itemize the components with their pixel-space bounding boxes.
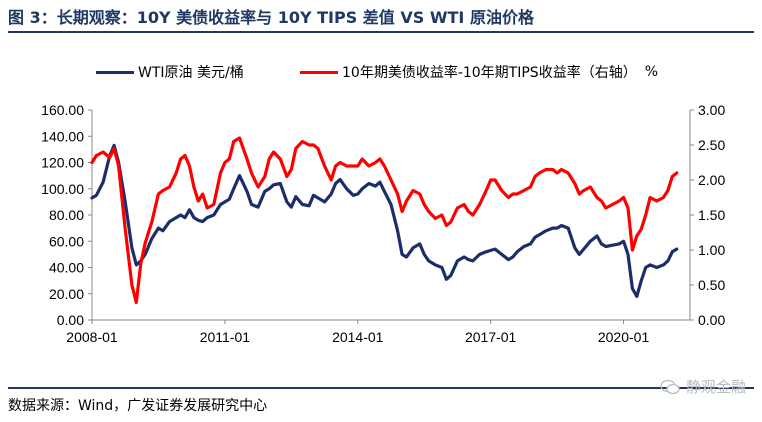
y-right-tick-label: 2.00 <box>698 172 725 188</box>
series-line-breakeven <box>90 136 679 305</box>
wechat-icon <box>660 379 680 394</box>
y-left-tick-label: 40.00 <box>49 260 84 276</box>
y-right-tick-label: 0.00 <box>698 312 725 328</box>
y-left-tick-label: 20.00 <box>49 286 84 302</box>
x-tick-label: 2008-01 <box>66 329 118 345</box>
x-tick-label: 2020-01 <box>598 329 650 345</box>
y-right-tick-label: 1.50 <box>698 207 725 223</box>
x-tick-label: 2017-01 <box>465 329 517 345</box>
legend-swatch-breakeven <box>300 70 338 74</box>
legend-label-wti: WTI原油 美元/桶 <box>138 65 244 81</box>
watermark: 静观金融 <box>660 376 746 397</box>
legend-item-breakeven: 10年期美债收益率-10年期TIPS收益率（右轴） % <box>300 62 658 82</box>
legend-label-breakeven: 10年期美债收益率-10年期TIPS收益率（右轴） <box>342 65 637 81</box>
chart-title: 图 3：长期观察：10Y 美债收益率与 10Y TIPS 差值 VS WTI 原… <box>8 8 534 27</box>
y-left-tick-label: 120.00 <box>41 155 84 171</box>
x-tick-label: 2011-01 <box>200 329 251 345</box>
data-source: 数据来源：Wind，广发证券发展研究中心 <box>8 398 268 414</box>
y-right-tick-label: 0.50 <box>698 277 725 293</box>
y-left-tick-label: 0.00 <box>57 312 84 328</box>
title-divider <box>8 31 754 33</box>
series-line-wti <box>90 143 679 298</box>
y-right-tick-label: 3.00 <box>698 102 725 118</box>
y-left-tick-label: 160.00 <box>41 102 84 118</box>
y-right-tick-label: 1.00 <box>698 242 725 258</box>
legend-unit-right: % <box>644 64 659 80</box>
y-left-tick-label: 140.00 <box>41 128 84 144</box>
chart-area: 0.00 20.00 40.00 60.00 80.00 100.00 120.00 140.… <box>41 102 725 345</box>
y-left-tick-label: 80.00 <box>49 207 84 223</box>
legend-item-wti: WTI原油 美元/桶 <box>96 62 244 82</box>
watermark-text: 静观金融 <box>686 378 747 396</box>
y-right-tick-label: 2.50 <box>698 137 725 153</box>
y-left-tick-label: 100.00 <box>41 181 84 197</box>
y-left-tick-label: 60.00 <box>49 233 84 249</box>
x-tick-label: 2014-01 <box>332 329 384 345</box>
footer-divider <box>8 387 754 389</box>
legend-swatch-wti <box>96 70 134 74</box>
